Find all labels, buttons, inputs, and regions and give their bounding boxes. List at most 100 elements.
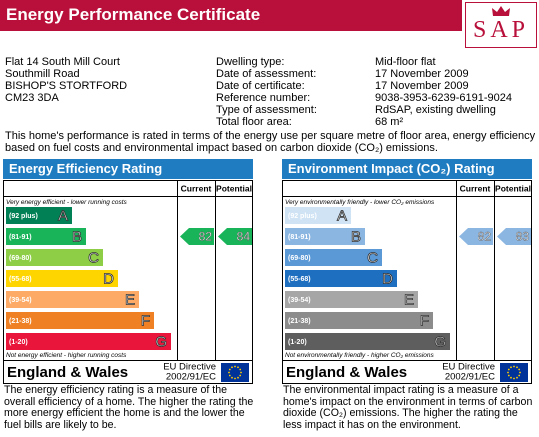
address-line: Flat 14 South Mill Court	[5, 56, 120, 68]
rating-title-bar	[282, 159, 532, 179]
band-bar	[6, 207, 72, 224]
eu-star	[518, 374, 521, 377]
band-letter: A	[337, 207, 347, 224]
eu-star	[516, 376, 518, 379]
detail-label: Reference number:	[216, 92, 311, 104]
directive: EU Directive	[442, 362, 495, 373]
rating-value: 82	[478, 230, 492, 244]
band-letter: D	[382, 270, 393, 287]
band-letter: B	[351, 228, 361, 245]
detail-label: Total floor area:	[216, 116, 292, 128]
rating-box	[282, 180, 532, 384]
band-letter: E	[404, 291, 414, 308]
band-range: (1-20)	[9, 339, 28, 346]
rating-arrow	[218, 228, 252, 245]
band-range: (92 plus)	[288, 213, 317, 220]
detail-label: Date of certificate:	[216, 80, 305, 92]
band-letter: C	[367, 249, 378, 266]
rating-value: 84	[237, 230, 251, 244]
address-line: Southmill Road	[5, 68, 80, 80]
band-range: (81-91)	[288, 234, 311, 241]
band-range: (55-68)	[288, 276, 311, 283]
band-letter: B	[72, 228, 82, 245]
eu-star	[231, 366, 233, 369]
address-line: BISHOP'S STORTFORD	[5, 80, 128, 92]
band-bar	[6, 249, 103, 266]
band-letter: F	[420, 312, 429, 329]
detail-value: 17 November 2009	[375, 80, 469, 92]
detail-value: 9038-3953-6239-6191-9024	[375, 92, 513, 104]
band-letter: C	[88, 249, 99, 266]
region: England & Wales	[286, 364, 407, 381]
band-range: (39-54)	[9, 297, 32, 304]
eu-star	[239, 374, 242, 377]
band-letter: G	[434, 333, 446, 350]
eu-star	[513, 377, 515, 380]
column-header: Current	[460, 183, 491, 193]
band-range: (21-38)	[9, 318, 32, 325]
eu-star	[519, 371, 521, 374]
band-range: (1-20)	[288, 339, 307, 346]
bottom-note: Not environmentally friendly - higher CO…	[285, 352, 435, 359]
eu-star	[234, 365, 236, 368]
band-range: (69-80)	[288, 255, 311, 262]
rating-arrow	[497, 228, 531, 245]
band-bar	[285, 312, 433, 329]
eu-star	[507, 374, 510, 377]
detail-value: 68 m²	[375, 116, 404, 128]
eu-flag	[500, 363, 528, 382]
detail-label: Type of assessment:	[216, 104, 317, 116]
rating-description: The energy efficiency rating is a measur…	[4, 384, 254, 431]
band-bar	[285, 228, 365, 245]
eu-star	[513, 365, 515, 368]
eu-star	[510, 376, 512, 379]
column-header: Potential	[495, 183, 531, 193]
rating-description: The environmental impact rating is a mea…	[283, 384, 533, 431]
band-bar	[6, 270, 118, 287]
eu-star	[507, 368, 510, 371]
top-note: Very environmentally friendly - lower CO…	[285, 199, 435, 206]
band-bar	[285, 270, 397, 287]
rating-title: Environment Impact (CO₂) Rating	[288, 161, 495, 176]
header-title: Energy Performance Certificate	[6, 5, 261, 24]
bottom-note: Not energy efficient - higher running co…	[6, 352, 127, 359]
header-bar: Energy Performance Certificate	[0, 0, 462, 31]
eu-star	[228, 374, 231, 377]
directive: EU Directive	[163, 362, 216, 373]
rating-title-bar	[3, 159, 253, 179]
address-line: CM23 3DA	[5, 92, 59, 104]
eu-star	[231, 376, 233, 379]
crown-icon	[492, 6, 510, 16]
detail-label: Date of assessment:	[216, 68, 317, 80]
band-range: (39-54)	[288, 297, 311, 304]
band-bar	[6, 291, 139, 308]
band-range: (81-91)	[9, 234, 32, 241]
band-bar	[285, 291, 418, 308]
band-letter: G	[155, 333, 167, 350]
band-bar	[6, 333, 171, 350]
detail-value: RdSAP, existing dwelling	[375, 104, 496, 116]
eu-star	[228, 371, 230, 374]
band-letter: A	[58, 207, 68, 224]
detail-value: Mid-floor flat	[375, 56, 436, 68]
eu-flag	[221, 363, 249, 382]
eu-star	[240, 371, 242, 374]
rating-title: Energy Efficiency Rating	[9, 161, 162, 176]
rating-value: 83	[516, 230, 530, 244]
rating-box	[3, 180, 253, 384]
eu-star	[518, 368, 521, 371]
eu-star	[507, 371, 509, 374]
column-header: Current	[181, 183, 212, 193]
band-range: (55-68)	[9, 276, 32, 283]
band-letter: E	[125, 291, 135, 308]
band-bar	[285, 249, 382, 266]
eu-star	[228, 368, 231, 371]
band-bar	[6, 312, 154, 329]
band-bar	[285, 207, 351, 224]
intro-text: This home's performance is rated in term…	[5, 130, 536, 154]
rating-arrow	[180, 228, 214, 245]
rating-arrow	[459, 228, 493, 245]
detail-value: 17 November 2009	[375, 68, 469, 80]
